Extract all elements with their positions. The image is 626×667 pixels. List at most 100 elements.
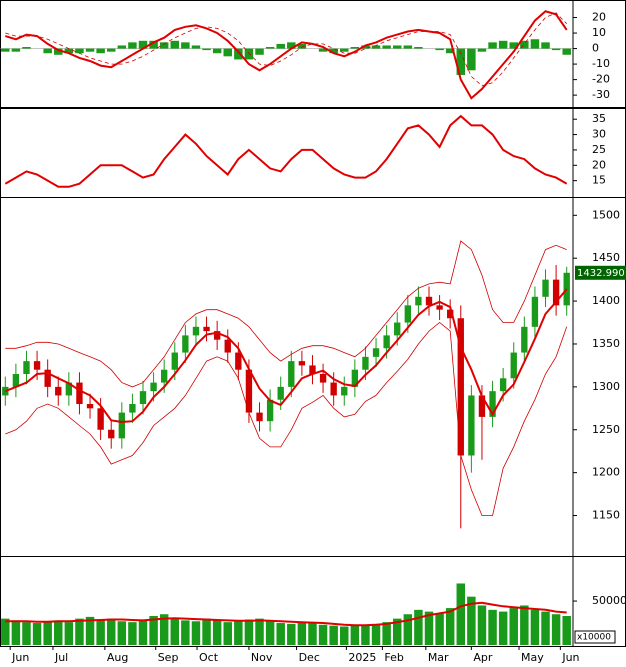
bar [128, 622, 137, 645]
candle-body [552, 279, 560, 306]
bar [477, 605, 487, 645]
bar [170, 40, 180, 49]
bar [329, 48, 338, 54]
bar [509, 608, 518, 645]
y-tick-label: 50000 [592, 594, 626, 607]
x-tick-label: Dec [299, 651, 320, 664]
bar [1, 618, 10, 645]
bar [191, 621, 201, 645]
bar [551, 614, 561, 645]
y-tick-label: 1150 [592, 509, 620, 522]
y-tick-label: 20 [592, 158, 606, 171]
candle-body [457, 318, 464, 456]
bar [11, 48, 21, 52]
x-tick-label: Oct [199, 651, 219, 664]
bar [265, 47, 275, 49]
candle-body [277, 386, 284, 400]
bar [456, 48, 466, 75]
bar [149, 40, 158, 49]
y-tick-label: 1500 [592, 208, 620, 221]
y-tick-label: 10 [592, 26, 606, 39]
candle-body [298, 361, 306, 366]
candle-body [213, 331, 221, 340]
y-tick-label: -30 [592, 88, 610, 101]
candle-body [118, 412, 125, 439]
bar [318, 624, 328, 645]
bar [234, 48, 243, 60]
bar [435, 48, 444, 51]
bar [467, 48, 476, 71]
bar [276, 43, 285, 49]
candle-body [499, 378, 507, 392]
bar [244, 619, 254, 645]
bar [498, 40, 508, 49]
candle-body [351, 369, 359, 387]
candle-body [319, 373, 327, 383]
bar [382, 622, 391, 645]
panel-frame [0, 197, 626, 557]
unit-box [574, 630, 616, 644]
bar [329, 625, 338, 645]
bar [392, 618, 402, 645]
y-tick-label: 1450 [592, 251, 620, 264]
bar [181, 620, 190, 645]
bar [456, 583, 466, 645]
bar [96, 620, 105, 645]
bar [297, 43, 307, 49]
candle-body [330, 382, 337, 396]
candle-body [542, 279, 549, 297]
x-tick-label: May [521, 651, 544, 664]
candle-body [108, 429, 115, 439]
candle-body [256, 412, 263, 422]
candle-body [12, 373, 20, 387]
bar [361, 45, 370, 49]
bar [85, 616, 95, 645]
bar [541, 611, 550, 645]
y-tick-label: 1300 [592, 380, 620, 393]
candle-body [55, 386, 62, 396]
bar [520, 40, 529, 49]
bar [509, 42, 518, 49]
bar [403, 614, 413, 645]
last-price-label: 1432.990 [577, 268, 625, 279]
series-line [5, 601, 567, 627]
bar [223, 622, 232, 645]
candle-body [266, 399, 274, 422]
candle-body [563, 272, 570, 306]
bar [382, 45, 391, 49]
bar [530, 609, 540, 645]
bar [212, 620, 222, 645]
x-tick-label: Aug [107, 651, 128, 664]
candle-body [139, 391, 147, 405]
bar [181, 42, 190, 49]
candle-body [309, 365, 316, 374]
bar [371, 45, 381, 49]
y-tick-label: -20 [592, 73, 610, 86]
y-tick-label: 20 [592, 11, 606, 24]
x-tick-label: Jun [561, 651, 579, 664]
series-line [5, 240, 567, 388]
bar [477, 48, 487, 52]
candle-body [97, 408, 104, 430]
y-tick-label: 1400 [592, 294, 620, 307]
bar [43, 621, 52, 645]
candle-body [129, 404, 136, 413]
y-tick-label: 15 [592, 174, 606, 187]
candle-body [33, 361, 41, 370]
y-tick-label: -10 [592, 57, 610, 70]
bar [488, 609, 497, 645]
bar [191, 45, 201, 49]
x-tick-label: Sep [158, 651, 179, 664]
series-line [5, 12, 567, 87]
candle-body [531, 296, 539, 327]
bar [445, 608, 455, 645]
candle-body [510, 352, 517, 379]
bar [276, 623, 285, 645]
bar [265, 621, 275, 645]
bar [562, 48, 571, 55]
bar [424, 611, 434, 645]
bar [106, 618, 116, 645]
bar [234, 621, 243, 645]
bar [54, 48, 63, 55]
bar [212, 48, 222, 54]
